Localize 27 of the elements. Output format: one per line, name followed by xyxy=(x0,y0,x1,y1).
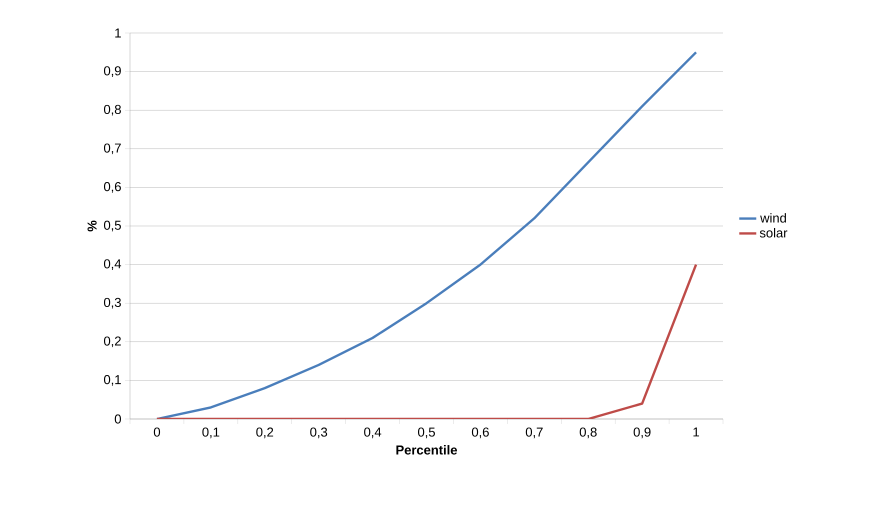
y-tick-label: 0,6 xyxy=(104,182,121,193)
x-tick-label: 0,2 xyxy=(256,428,274,438)
y-tick-label: 0,7 xyxy=(104,143,121,154)
x-axis-title: Percentile xyxy=(396,445,458,455)
x-tick-label: 0,7 xyxy=(526,428,543,438)
x-tick-label: 0,9 xyxy=(634,428,651,438)
x-tick-label: 0 xyxy=(154,428,160,437)
line-series xyxy=(156,51,698,419)
x-tick-label: 0,5 xyxy=(418,428,435,438)
y-tick-label: 0,8 xyxy=(104,104,121,116)
y-tick-label: 0,2 xyxy=(104,336,121,348)
x-tick-label: 0,8 xyxy=(580,428,597,438)
y-tick-label: 0,4 xyxy=(104,259,122,270)
y-tick-label: 0,5 xyxy=(104,220,121,232)
x-tick-label: 1 xyxy=(693,428,700,436)
x-tick-label: 0,6 xyxy=(472,428,489,438)
legend-label: wind xyxy=(760,213,786,223)
x-tick-label: 0,4 xyxy=(364,428,382,438)
y-tick-label: 0 xyxy=(114,414,121,424)
legend-label: solar xyxy=(760,228,788,238)
y-tick-label: 0,9 xyxy=(104,66,121,77)
y-tick-label: 0,1 xyxy=(104,375,121,386)
y-tick-label: 0,3 xyxy=(104,298,121,309)
y-tick-label: 1 xyxy=(115,28,121,38)
x-tick-label: 0,1 xyxy=(202,428,220,438)
y-axis-title: % xyxy=(88,220,97,232)
x-tick-label: 0,3 xyxy=(310,428,328,438)
